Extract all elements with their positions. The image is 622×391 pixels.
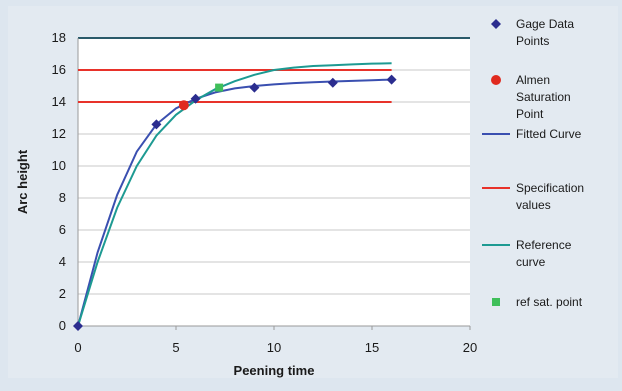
x-axis-title: Peening time: [234, 363, 315, 378]
legend-background: [472, 6, 618, 304]
x-tick-label-20: 20: [463, 340, 477, 355]
legend-item-spec: Specification values: [482, 181, 584, 212]
y-tick-label-10: 10: [52, 158, 66, 173]
legend-label: Point: [516, 107, 544, 121]
y-tick-label-8: 8: [59, 190, 66, 205]
legend-item-reference: Reference curve: [482, 238, 572, 269]
y-axis-title: Arc height: [15, 149, 30, 214]
legend-item-almen: Almen Saturation Point: [491, 73, 571, 121]
gage-data-point: [327, 77, 338, 88]
reference-curve: [77, 62, 392, 327]
legend-label: Fitted Curve: [516, 127, 582, 141]
legend-label: ref sat. point: [516, 295, 583, 309]
legend-diamond-icon: [491, 19, 501, 29]
legend-item-ref_sat: ref sat. point: [492, 295, 583, 309]
ref-sat-point: [215, 83, 224, 92]
gage-data-point: [249, 82, 260, 93]
legend-label: Saturation: [516, 90, 571, 104]
y-tick-label-6: 6: [59, 222, 66, 237]
legend-label: Specification: [516, 181, 584, 195]
legend-item-fitted: Fitted Curve: [482, 127, 582, 141]
gage-data-point: [73, 321, 83, 331]
y-axis: 0 2 4 6 8 10 12 14 16 18: [52, 30, 66, 333]
fitted-curve: [77, 78, 392, 327]
gage-data-point: [190, 93, 201, 104]
legend-item-gage: Gage Data Points: [491, 17, 574, 48]
x-axis: 0 5 10 15 20: [74, 326, 477, 355]
legend-label: curve: [516, 255, 546, 269]
legend-label: values: [516, 198, 551, 212]
legend-label: Gage Data: [516, 17, 574, 31]
y-tick-label-2: 2: [59, 286, 66, 301]
almen-saturation-point: [178, 100, 189, 111]
legend-label: Reference: [516, 238, 572, 252]
x-tick-label-15: 15: [365, 340, 379, 355]
y-tick-label-14: 14: [52, 94, 66, 109]
gage-data-point: [386, 74, 397, 85]
plot-area: [78, 38, 470, 326]
y-tick-label-0: 0: [59, 318, 66, 333]
legend-label: Points: [516, 34, 549, 48]
legend-square-icon: [492, 298, 500, 306]
y-tick-label-18: 18: [52, 30, 66, 45]
x-tick-label-0: 0: [74, 340, 81, 355]
legend: Gage Data Points Almen Saturation Point Fitte…: [482, 17, 584, 309]
series-layer: [73, 62, 397, 331]
gage-data-point: [151, 119, 162, 130]
y-tick-label-12: 12: [52, 126, 66, 141]
y-tick-label-16: 16: [52, 62, 66, 77]
x-tick-label-5: 5: [172, 340, 179, 355]
legend-label: Almen: [516, 73, 550, 87]
y-tick-label-4: 4: [59, 254, 66, 269]
legend-dot-icon: [491, 75, 501, 85]
x-tick-label-10: 10: [267, 340, 281, 355]
